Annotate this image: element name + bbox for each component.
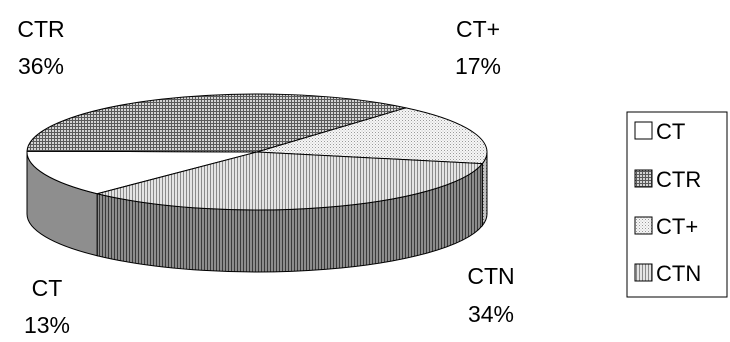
data-label-percent-ctr: 36%: [18, 53, 64, 79]
legend-label-ctr: CTR: [656, 167, 701, 192]
pie-slice-ctn: [97, 151, 484, 211]
data-label-category-ctr: CTR: [17, 16, 64, 42]
legend-swatch-ct-plus: [634, 216, 653, 235]
data-label-category-ct-plus: CT+: [456, 16, 500, 42]
pie-slice-ct-plus: [256, 107, 488, 165]
pie-body: [26, 93, 488, 273]
legend-swatch-ctn: [634, 263, 653, 282]
legend: CT CTR CT+ CTN: [626, 111, 728, 298]
data-labels: CT 13% CTR 36% CT+ 17% CTN 34%: [17, 16, 514, 338]
legend-label-ctn: CTN: [656, 261, 701, 286]
legend-label-ct: CT: [656, 119, 685, 144]
data-label-percent-ctn: 34%: [468, 301, 514, 327]
data-label-category-ct: CT: [32, 275, 63, 301]
data-label-percent-ct-plus: 17%: [455, 53, 501, 79]
legend-swatch-ct: [634, 121, 653, 140]
legend-swatch-ctr: [634, 169, 653, 188]
legend-label-ct-plus: CT+: [656, 214, 698, 239]
pie-slice-ct: [26, 150, 258, 195]
pie-slice-ctr: [26, 93, 407, 153]
data-label-category-ctn: CTN: [467, 263, 514, 289]
data-label-percent-ct: 13%: [24, 312, 70, 338]
